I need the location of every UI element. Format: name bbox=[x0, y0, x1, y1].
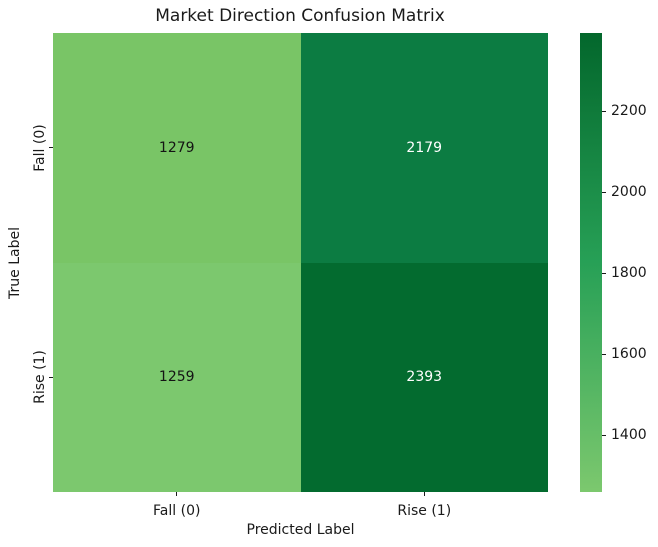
x-axis-label: Predicted Label bbox=[246, 522, 355, 538]
colorbar-tick-mark bbox=[602, 110, 606, 112]
colorbar-gradient bbox=[580, 33, 602, 492]
y-axis-label: True Label bbox=[7, 226, 23, 299]
x-tick-label-fall: Fall (0) bbox=[153, 503, 201, 519]
x-tick-mark bbox=[423, 492, 425, 496]
colorbar-tick-mark bbox=[602, 191, 606, 193]
cell-value: 2393 bbox=[406, 369, 443, 386]
colorbar-tick-mark bbox=[602, 353, 606, 355]
heatmap-cell-rise-fall: 1259 bbox=[53, 262, 301, 492]
colorbar-tick-label: 2200 bbox=[611, 103, 647, 119]
colorbar-tick-mark bbox=[602, 272, 606, 274]
heatmap-cell-rise-rise: 2393 bbox=[300, 262, 548, 492]
cell-value: 1259 bbox=[158, 369, 195, 386]
colorbar-tick-label: 1400 bbox=[611, 427, 647, 443]
cell-value: 1279 bbox=[158, 139, 195, 156]
y-tick-label-fall: Fall (0) bbox=[32, 124, 48, 172]
y-tick-mark bbox=[49, 376, 53, 378]
x-tick-mark bbox=[176, 492, 178, 496]
cell-value: 2179 bbox=[406, 139, 443, 156]
chart-title: Market Direction Confusion Matrix bbox=[155, 6, 445, 26]
colorbar-tick-label: 2000 bbox=[611, 184, 647, 200]
y-tick-mark bbox=[49, 147, 53, 149]
heatmap-cell-fall-rise: 2179 bbox=[300, 33, 548, 263]
heatmap-cell-fall-fall: 1279 bbox=[53, 33, 301, 263]
x-tick-label-rise: Rise (1) bbox=[397, 503, 452, 519]
colorbar-tick-mark bbox=[602, 434, 606, 436]
colorbar-tick-label: 1600 bbox=[611, 346, 647, 362]
y-tick-label-rise: Rise (1) bbox=[32, 350, 48, 405]
colorbar-tick-label: 1800 bbox=[611, 265, 647, 281]
